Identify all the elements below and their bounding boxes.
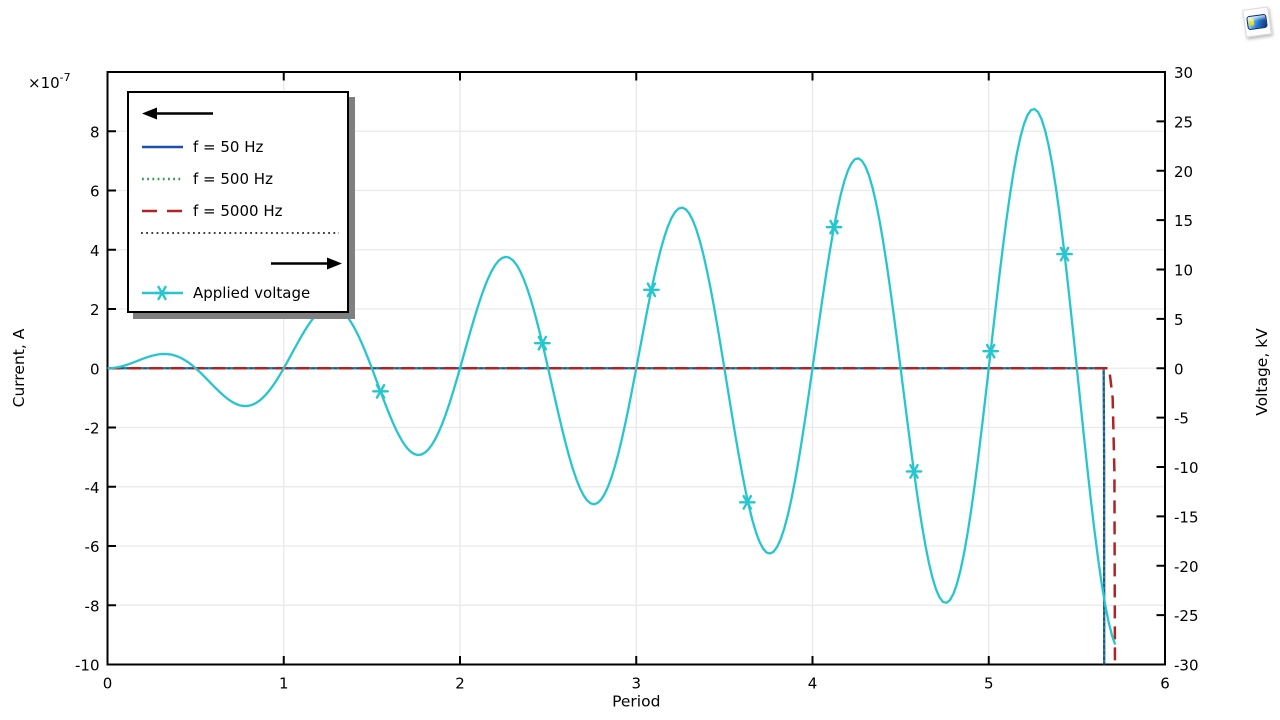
- data-marker-asterisk: [643, 282, 660, 298]
- right-axis-label: Voltage, kV: [1253, 328, 1271, 416]
- right-tick-label: -25: [1174, 607, 1199, 625]
- left-tick-label: -10: [75, 657, 100, 675]
- left-tick-label: -4: [85, 479, 100, 497]
- left-tick-label: -6: [85, 538, 100, 556]
- left-tick-label: 0: [90, 360, 100, 378]
- legend: f = 50 Hz f = 500 Hz f = 5000 Hz Applied…: [127, 91, 349, 313]
- data-marker-asterisk: [372, 383, 389, 399]
- series-line-0: [107, 367, 1106, 665]
- x-tick-label: 4: [808, 675, 818, 693]
- marker-arm: [375, 383, 386, 399]
- legend-label-f500: f = 500 Hz: [193, 169, 273, 188]
- right-tick-label: 25: [1174, 113, 1193, 131]
- left-axis-label: Current, A: [10, 328, 28, 407]
- marker-arm: [742, 494, 753, 510]
- right-tick-label: 10: [1174, 262, 1193, 280]
- series-line-1: [107, 367, 1106, 665]
- left-axis-multiplier: ×10-7: [28, 71, 71, 92]
- left-axis-arrow-icon: [142, 107, 213, 120]
- data-marker-asterisk: [905, 464, 923, 479]
- x-tick-label: 6: [1160, 675, 1170, 693]
- legend-label-f50: f = 50 Hz: [193, 137, 264, 156]
- legend-sample-applied-voltage: [142, 285, 183, 301]
- data-marker-asterisk: [738, 494, 756, 510]
- x-tick-label: 3: [631, 675, 641, 693]
- x-tick-label: 0: [103, 675, 113, 693]
- right-tick-label: -5: [1174, 410, 1189, 428]
- page-icon: [1242, 6, 1272, 38]
- legend-separator: [141, 232, 339, 234]
- right-tick-label: 0: [1174, 360, 1184, 378]
- right-axis-arrow-icon: [271, 257, 342, 270]
- right-tick-label: -10: [1174, 459, 1199, 477]
- left-tick-label: -2: [85, 420, 100, 438]
- left-tick-label: -8: [85, 597, 100, 615]
- right-tick-label: 15: [1174, 212, 1193, 230]
- marker-arm: [537, 335, 548, 351]
- right-tick-label: -30: [1174, 657, 1199, 675]
- data-marker-asterisk: [982, 343, 1000, 359]
- data-marker-asterisk: [533, 335, 551, 351]
- x-axis-label: Period: [612, 693, 660, 711]
- right-tick-label: 5: [1174, 311, 1184, 329]
- legend-marker-asterisk: [157, 285, 167, 301]
- legend-label-applied-voltage: Applied voltage: [193, 283, 311, 302]
- legend-sample-f500: [142, 177, 183, 181]
- legend-sample-f50: [142, 145, 183, 149]
- right-tick-label: -15: [1174, 508, 1199, 526]
- x-tick-label: 2: [455, 675, 465, 693]
- x-tick-label: 1: [279, 675, 289, 693]
- data-marker-asterisk: [1056, 246, 1073, 262]
- marker-arm: [985, 343, 996, 359]
- series-line-3: [107, 107, 1117, 645]
- right-tick-label: 30: [1174, 64, 1193, 82]
- marker-arm: [1059, 246, 1070, 262]
- x-tick-label: 5: [984, 675, 994, 693]
- plot-thumbnail-icon: [1246, 13, 1268, 31]
- left-tick-label: 4: [90, 242, 100, 260]
- right-tick-label: -20: [1174, 558, 1199, 576]
- marker-arm: [909, 464, 919, 479]
- marker-arm: [829, 219, 839, 235]
- plot-window-button[interactable]: [1240, 5, 1276, 41]
- marker-arm: [646, 282, 657, 298]
- series-line-2: [107, 367, 1117, 665]
- right-tick-label: 20: [1174, 163, 1193, 181]
- legend-sample-f5000: [142, 209, 183, 213]
- left-tick-label: 2: [90, 301, 100, 319]
- data-marker-asterisk: [825, 219, 843, 235]
- left-tick-label: 6: [90, 183, 100, 201]
- legend-label-f5000: f = 5000 Hz: [193, 201, 283, 220]
- left-tick-label: 8: [90, 123, 100, 141]
